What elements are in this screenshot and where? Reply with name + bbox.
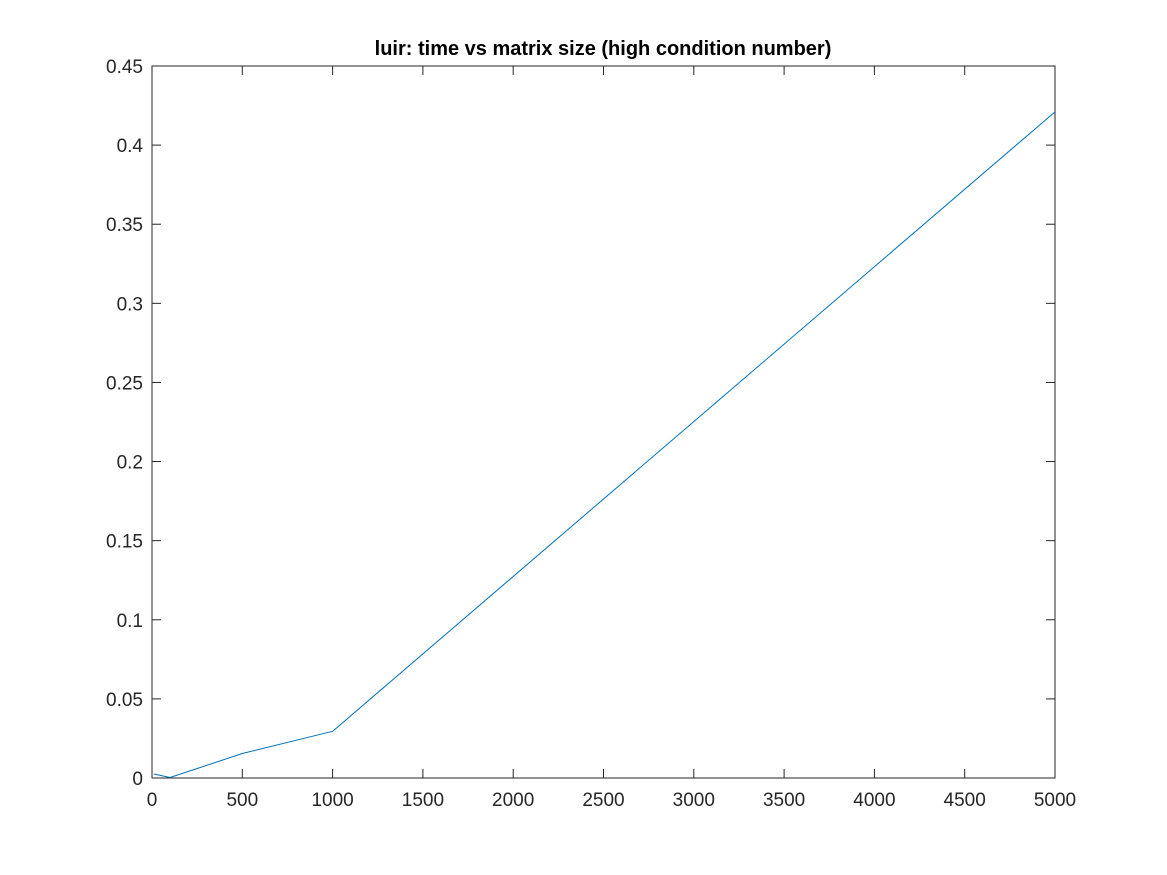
x-tick-label: 3000 — [673, 790, 715, 811]
series-line — [153, 111, 1056, 779]
y-tick-label: 0.1 — [117, 611, 143, 632]
x-tick-label: 0 — [147, 790, 158, 811]
x-tick-label: 2000 — [492, 790, 534, 811]
y-tick-label: 0.2 — [117, 453, 143, 474]
x-tick-label: 3500 — [763, 790, 805, 811]
x-tick-label: 4000 — [853, 790, 895, 811]
y-tick-label: 0 — [132, 769, 143, 790]
y-tick-label: 0.15 — [106, 532, 143, 553]
y-tick-label: 0.35 — [106, 215, 143, 236]
x-tick-label: 1500 — [402, 790, 444, 811]
y-tick-label: 0.25 — [106, 373, 143, 394]
x-tick-label: 1000 — [311, 790, 353, 811]
y-tick-label: 0.3 — [117, 294, 143, 315]
x-tick-label: 5000 — [1034, 790, 1076, 811]
x-tick-label: 2500 — [582, 790, 624, 811]
y-tick-label: 0.4 — [117, 136, 144, 157]
y-tick-label: 0.05 — [106, 690, 143, 711]
plot-area-frame — [151, 65, 1056, 779]
axis-ticks — [151, 65, 1056, 779]
x-tick-label: 500 — [226, 790, 258, 811]
series-group — [153, 111, 1056, 779]
x-axis-tick-labels: 0 500 1000 1500 2000 2500 3000 3500 4000 4500 5000 — [147, 790, 1076, 811]
chart-title: luir: time vs matrix size (high conditio… — [375, 38, 832, 60]
x-tick-label: 4500 — [944, 790, 986, 811]
y-axis-tick-labels: 0 0.05 0.1 0.15 0.2 0.25 0.3 0.35 0.4 0.45 — [106, 57, 143, 790]
y-tick-label: 0.45 — [106, 57, 143, 78]
